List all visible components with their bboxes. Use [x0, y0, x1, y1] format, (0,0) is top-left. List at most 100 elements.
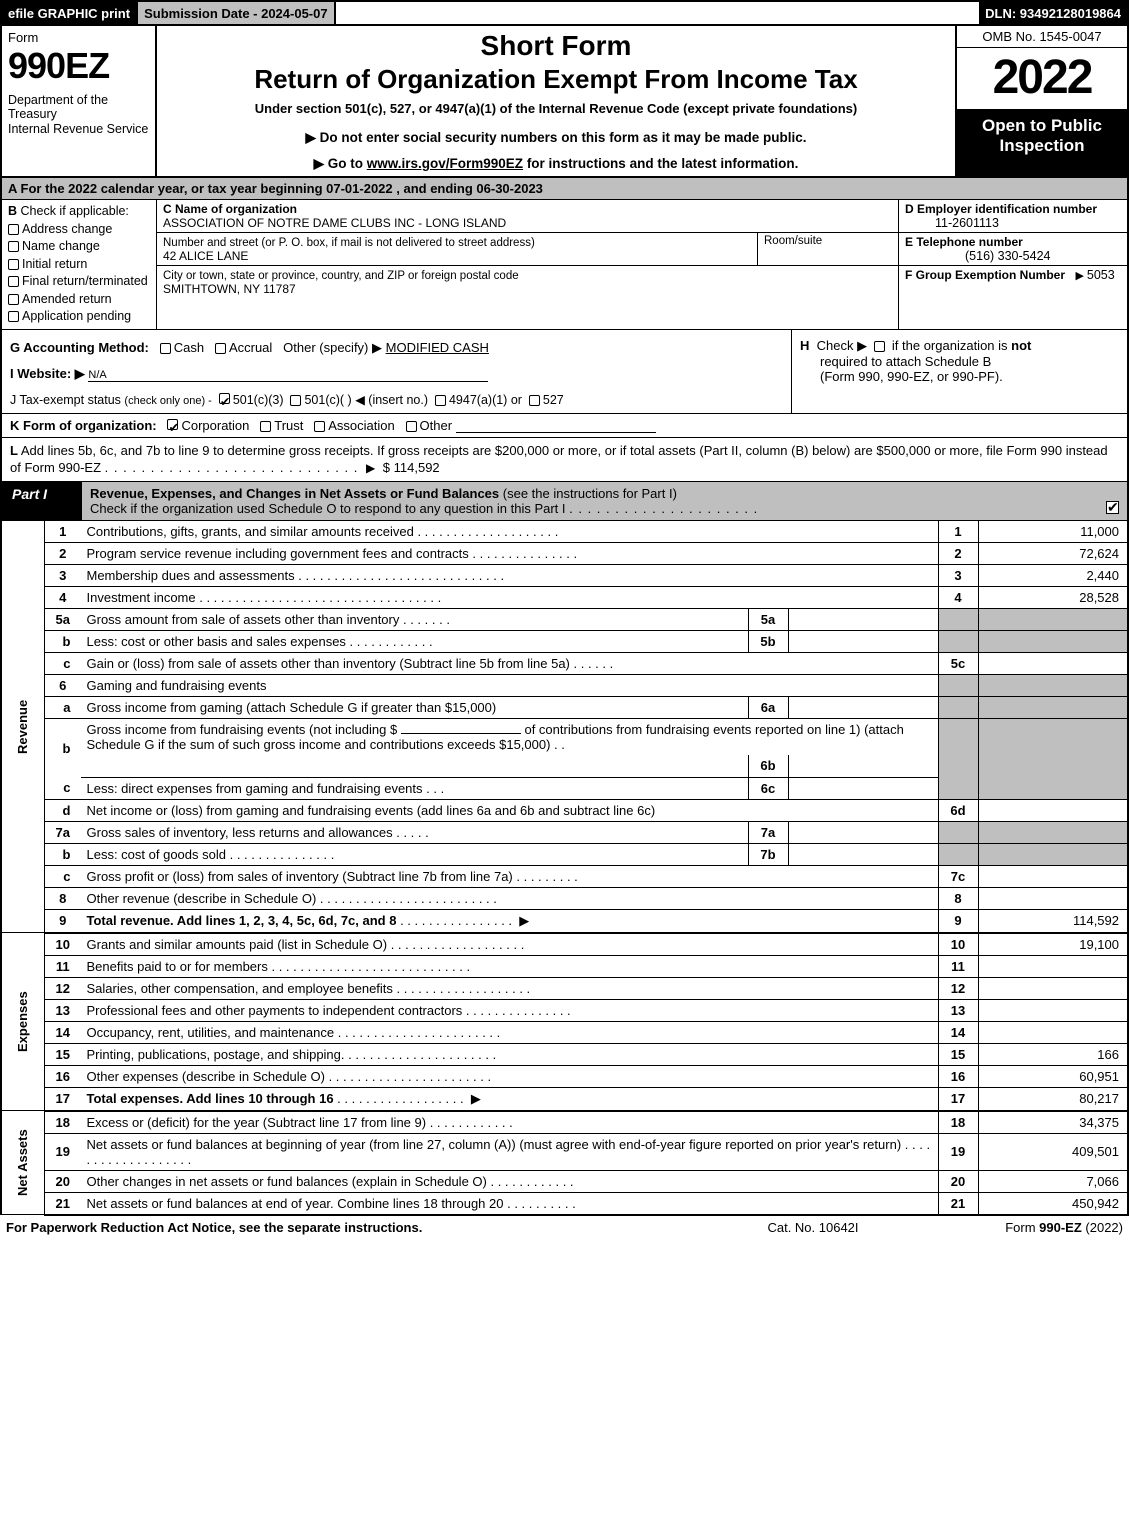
chk-cash[interactable] — [160, 343, 171, 354]
chk-name[interactable] — [8, 241, 19, 252]
footer-right-pre: Form — [1005, 1220, 1039, 1235]
line-16: 16 Other expenses (describe in Schedule … — [1, 1065, 1128, 1087]
l6b-rv-grey — [978, 719, 1128, 778]
l11-rv — [978, 955, 1128, 977]
l3-num: 3 — [45, 565, 81, 587]
l9-desc: Total revenue. Add lines 1, 2, 3, 4, 5c,… — [87, 913, 397, 928]
l14-desc: Occupancy, rent, utilities, and maintena… — [87, 1025, 335, 1040]
section-k: K Form of organization: ✔Corporation Tru… — [0, 414, 1129, 438]
l5a-bv — [788, 609, 938, 631]
l6a-num: a — [45, 697, 81, 719]
l5b-rn — [938, 631, 978, 653]
website-val: N/A — [88, 369, 106, 381]
l6c-num: c — [45, 777, 81, 799]
form-number: 990EZ — [8, 45, 149, 87]
l6b-blank — [401, 733, 521, 734]
line-20: 20 Other changes in net assets or fund b… — [1, 1170, 1128, 1192]
l16-desc: Other expenses (describe in Schedule O) — [87, 1069, 325, 1084]
chk-schedule-o[interactable] — [1106, 501, 1119, 514]
l-label: L — [10, 443, 18, 458]
line-15: 15 Printing, publications, postage, and … — [1, 1043, 1128, 1065]
l2-num: 2 — [45, 543, 81, 565]
efile-print-label[interactable]: efile GRAPHIC print — [2, 2, 138, 24]
j-opt2: 501(c)( ) — [304, 393, 351, 407]
chk-other-org[interactable] — [406, 421, 417, 432]
part1-title: Revenue, Expenses, and Changes in Net As… — [82, 482, 1127, 520]
l6c-desc: Less: direct expenses from gaming and fu… — [87, 781, 423, 796]
l4-rn: 4 — [938, 587, 978, 609]
l12-num: 12 — [45, 977, 81, 999]
open-to-public: Open to Public Inspection — [957, 110, 1127, 176]
header-right: OMB No. 1545-0047 2022 Open to Public In… — [957, 26, 1127, 176]
l7c-rv — [978, 865, 1128, 887]
chk-accrual[interactable] — [215, 343, 226, 354]
chk-assoc[interactable] — [314, 421, 325, 432]
e-hdr: E Telephone number — [905, 235, 1023, 249]
chk-h[interactable] — [874, 341, 885, 352]
l11-desc: Benefits paid to or for members — [87, 959, 268, 974]
l7b-rn — [938, 843, 978, 865]
l19-rv: 409,501 — [978, 1133, 1128, 1170]
h-text3: (Form 990, 990-EZ, or 990-PF). — [800, 369, 1003, 384]
line-1: Revenue 1 Contributions, gifts, grants, … — [1, 521, 1128, 543]
l7c-rn: 7c — [938, 865, 978, 887]
footer-center: Cat. No. 10642I — [703, 1220, 923, 1235]
chk-4947[interactable] — [435, 395, 446, 406]
g-other-val: MODIFIED CASH — [386, 340, 489, 355]
l5c-rn: 5c — [938, 653, 978, 675]
l8-desc: Other revenue (describe in Schedule O) — [87, 891, 317, 906]
k-opt3: Other — [420, 418, 453, 433]
chk-trust[interactable] — [260, 421, 271, 432]
line-5c: c Gain or (loss) from sale of assets oth… — [1, 653, 1128, 675]
k-opt0: Corporation — [181, 418, 249, 433]
l7a-bv — [788, 821, 938, 843]
l7a-rv — [978, 821, 1128, 843]
j-sub: (check only one) - — [124, 395, 211, 407]
ghij-block: G Accounting Method: Cash Accrual Other … — [0, 330, 1129, 414]
chk-501c[interactable] — [290, 395, 301, 406]
l18-num: 18 — [45, 1111, 81, 1134]
chk-address[interactable] — [8, 224, 19, 235]
l7c-desc: Gross profit or (loss) from sales of inv… — [87, 869, 513, 884]
line-4: 4 Investment income . . . . . . . . . . … — [1, 587, 1128, 609]
footer-left: For Paperwork Reduction Act Notice, see … — [6, 1220, 703, 1235]
l18-rv: 34,375 — [978, 1111, 1128, 1134]
chk-pending[interactable] — [8, 311, 19, 322]
line-6b-1: b Gross income from fundraising events (… — [1, 719, 1128, 756]
part1-header: Part I Revenue, Expenses, and Changes in… — [0, 482, 1129, 521]
l5c-num: c — [45, 653, 81, 675]
chk-corp[interactable]: ✔ — [167, 419, 178, 430]
chk-527[interactable] — [529, 395, 540, 406]
l19-rn: 19 — [938, 1133, 978, 1170]
l4-desc: Investment income — [87, 590, 196, 605]
l-dots — [105, 460, 359, 475]
chk-final[interactable] — [8, 276, 19, 287]
l-amt: $ 114,592 — [383, 460, 440, 475]
l6a-desc: Gross income from gaming (attach Schedul… — [81, 697, 749, 719]
l7b-desc: Less: cost of goods sold — [87, 847, 226, 862]
l17-num: 17 — [45, 1087, 81, 1111]
l8-rn: 8 — [938, 887, 978, 909]
section-b: B Check if applicable: Address change Na… — [2, 200, 157, 329]
irs-link[interactable]: www.irs.gov/Form990EZ — [367, 156, 523, 171]
k-other-fill — [456, 432, 656, 433]
chk-amended[interactable] — [8, 294, 19, 305]
return-title: Return of Organization Exempt From Incom… — [165, 64, 947, 95]
l13-rn: 13 — [938, 999, 978, 1021]
section-h: H Check ▶ if the organization is not req… — [792, 330, 1127, 413]
group-exempt: 5053 — [1087, 268, 1115, 282]
i-label: I Website: ▶ — [10, 366, 85, 381]
l5b-rv — [978, 631, 1128, 653]
l6b-bv — [788, 755, 938, 777]
l5a-desc: Gross amount from sale of assets other t… — [87, 612, 400, 627]
l9-rv: 114,592 — [978, 909, 1128, 933]
expenses-label: Expenses — [1, 933, 45, 1111]
l7b-num: b — [45, 843, 81, 865]
line-2: 2 Program service revenue including gove… — [1, 543, 1128, 565]
chk-initial[interactable] — [8, 259, 19, 270]
l5a-num: 5a — [45, 609, 81, 631]
dln: DLN: 93492128019864 — [979, 2, 1127, 24]
header-left: Form 990EZ Department of the Treasury In… — [2, 26, 157, 176]
chk-501c3[interactable]: ✔ — [219, 393, 230, 404]
part1-title-sub: (see the instructions for Part I) — [503, 486, 677, 501]
